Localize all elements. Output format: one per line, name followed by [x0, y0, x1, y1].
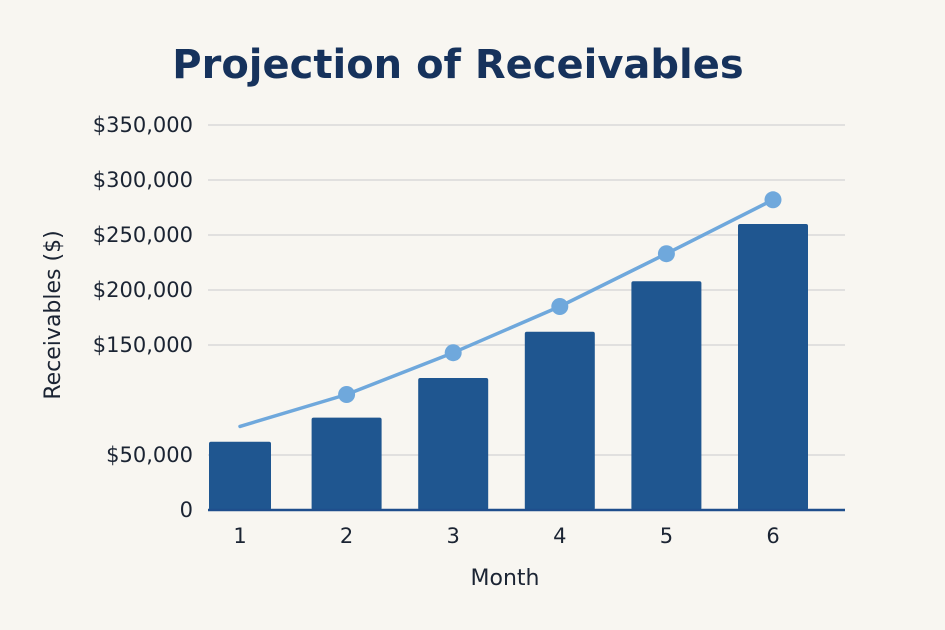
bar [418, 378, 489, 510]
line-marker [551, 298, 569, 315]
line-marker [764, 191, 782, 209]
chart-title: Projection of Receivables [172, 42, 743, 88]
x-tick-label: 5 [660, 524, 673, 548]
y-tick-label: $300,000 [93, 168, 193, 192]
x-tick-label: 6 [766, 524, 779, 548]
y-tick-label: $350,000 [93, 113, 193, 137]
bar [209, 441, 271, 510]
x-tick-label: 2 [340, 524, 353, 548]
line-marker [657, 245, 675, 263]
x-tick-label: 4 [553, 524, 566, 548]
x-axis-ticks: 1 2 3 4 5 6 [233, 524, 779, 548]
y-tick-label: 0 [180, 498, 193, 522]
line-marker [444, 344, 462, 362]
bar-series [209, 224, 808, 510]
x-axis-title: Month [471, 566, 540, 591]
y-tick-label: $50,000 [106, 443, 193, 467]
y-axis-ticks: 0 $50,000 $150,000 $200,000 $250,000 $300,000… [93, 113, 193, 522]
y-tick-label: $150,000 [93, 333, 193, 357]
line-marker [338, 386, 356, 403]
bar [631, 281, 702, 510]
bar [311, 417, 382, 510]
x-tick-label: 3 [447, 524, 460, 548]
y-axis-title: Receivables ($) [41, 230, 66, 399]
x-tick-label: 1 [233, 524, 246, 548]
bar [524, 331, 595, 510]
y-tick-label: $250,000 [93, 223, 193, 247]
trend-line [238, 198, 775, 429]
bar [738, 224, 808, 510]
y-tick-label: $200,000 [93, 278, 193, 302]
line-series [238, 191, 782, 429]
